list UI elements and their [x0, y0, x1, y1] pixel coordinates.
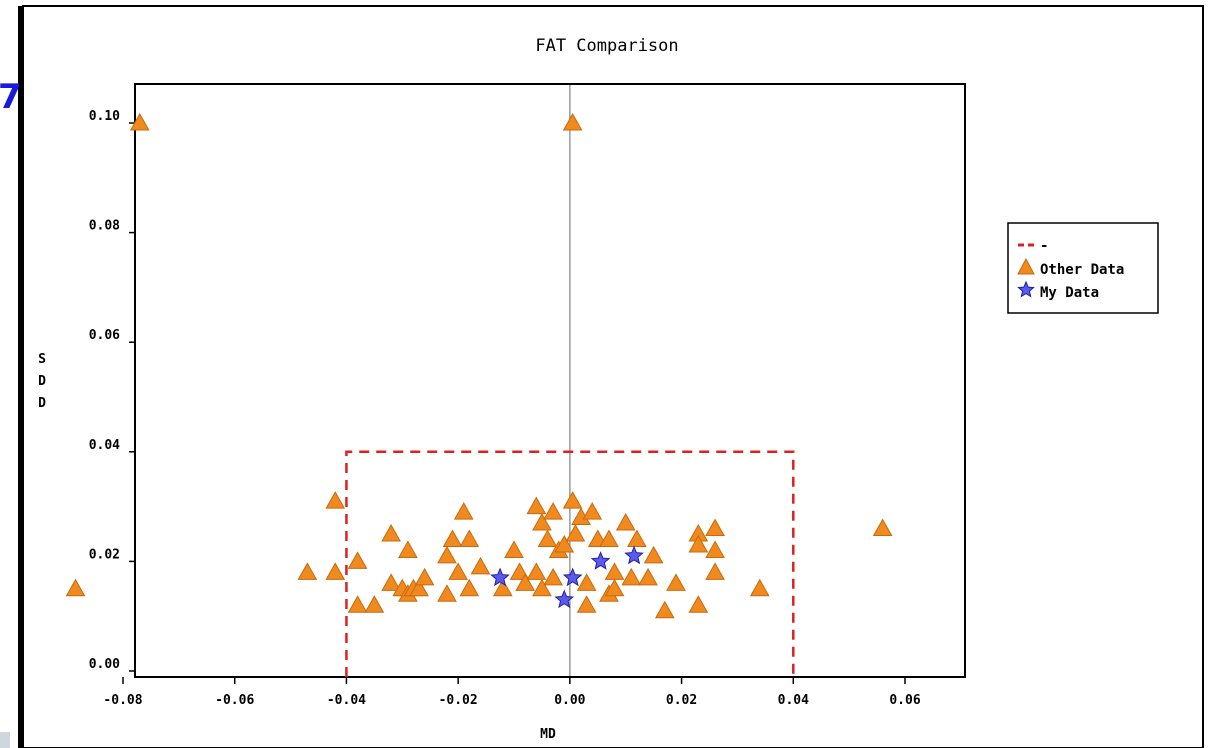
y-tick-label: 0.02	[89, 547, 120, 562]
other-data-point	[459, 529, 480, 547]
x-tick-label: 0.02	[666, 693, 697, 708]
other-data-point	[604, 578, 625, 597]
x-axis-label: MD	[540, 727, 556, 742]
legend-label-my-data: My Data	[1040, 285, 1099, 301]
y-axis-label-letter: S	[38, 352, 46, 367]
legend: - Other Data My Data	[1007, 222, 1159, 314]
other-data-point	[532, 513, 552, 531]
other-data-point	[749, 578, 770, 597]
other-data-point	[448, 562, 468, 580]
other-data-point	[347, 595, 368, 613]
x-tick-label: -0.06	[215, 693, 254, 708]
my-data-point	[490, 567, 510, 587]
x-tick-label: 0.06	[889, 693, 920, 708]
other-data-point	[872, 518, 893, 537]
other-data-point	[638, 567, 658, 586]
other-data-point	[565, 523, 586, 542]
other-data-point	[705, 540, 725, 558]
other-data-point	[576, 595, 597, 613]
other-data-point	[409, 578, 429, 597]
other-data-point	[532, 578, 552, 597]
other-data-point	[398, 540, 418, 558]
y-tick-label: 0.06	[89, 328, 120, 343]
other-data-point	[599, 529, 619, 547]
other-data-point	[437, 545, 457, 564]
chart-title: FAT Comparison	[535, 36, 678, 56]
other-data-point	[705, 562, 725, 580]
other-data-point	[688, 534, 709, 553]
y-axis-label-letter: D	[38, 396, 46, 411]
x-tick-label: -0.02	[439, 693, 478, 708]
other-data-point	[643, 545, 664, 564]
other-data-point	[705, 518, 725, 537]
other-data-point	[654, 600, 675, 619]
y-tick-label: 0.04	[89, 438, 120, 453]
x-tick-label: -0.04	[327, 693, 366, 708]
x-tick-label: -0.08	[103, 693, 142, 708]
other-data-point	[688, 595, 709, 613]
y-tick-label: 0.10	[89, 109, 120, 124]
other-data-point	[442, 529, 463, 547]
other-data-point	[325, 562, 346, 580]
left-edge-bar	[18, 6, 23, 748]
legend-star-swatch	[1017, 280, 1035, 298]
other-data-point	[381, 573, 401, 591]
y-tick-label: 0.08	[89, 219, 120, 234]
y-axis-label-letter: D	[38, 374, 46, 389]
legend-label-limit: -	[1040, 238, 1048, 254]
other-data-point	[562, 112, 583, 131]
bottom-left-chip	[0, 732, 10, 748]
legend-box	[1007, 222, 1159, 314]
limit-box	[345, 450, 795, 677]
other-data-point	[325, 491, 346, 509]
other-data-point	[437, 584, 457, 602]
other-data-point	[576, 573, 597, 591]
plot-area	[134, 83, 966, 678]
my-data-point	[554, 589, 575, 609]
other-data-point	[347, 551, 368, 569]
other-data-point	[492, 578, 513, 597]
x-tick-label: 0.04	[778, 693, 809, 708]
other-data-point	[129, 112, 150, 131]
other-data-point	[582, 502, 603, 520]
other-data-point	[453, 502, 474, 520]
other-data-point	[621, 567, 642, 586]
my-data-point	[562, 567, 583, 587]
other-data-point	[537, 529, 558, 547]
other-data-point	[515, 573, 536, 591]
other-data-point	[526, 496, 547, 515]
left-edge-glyph: 7	[0, 77, 22, 117]
other-data-point	[381, 523, 401, 542]
other-data-point	[459, 578, 480, 597]
my-data-point	[590, 551, 611, 570]
other-data-point	[526, 562, 547, 580]
other-data-point	[615, 513, 636, 531]
other-data-point	[414, 567, 435, 586]
y-axis-label: SDD	[38, 352, 46, 411]
other-data-point	[543, 502, 563, 520]
legend-label-other-data: Other Data	[1040, 262, 1124, 278]
other-data-point	[65, 578, 86, 597]
my-data-point	[624, 545, 644, 565]
legend-triangle-swatch	[1017, 257, 1035, 275]
other-data-point	[543, 567, 563, 586]
y-tick-label: 0.00	[89, 657, 120, 672]
other-data-point	[562, 491, 583, 509]
other-data-point	[666, 573, 686, 591]
other-data-point	[627, 529, 647, 547]
x-tick-label: 0.00	[554, 693, 585, 708]
other-data-point	[554, 534, 575, 553]
other-data-point	[504, 540, 524, 558]
other-data-point	[364, 595, 385, 613]
other-data-point	[297, 562, 318, 580]
other-data-point	[470, 556, 491, 575]
